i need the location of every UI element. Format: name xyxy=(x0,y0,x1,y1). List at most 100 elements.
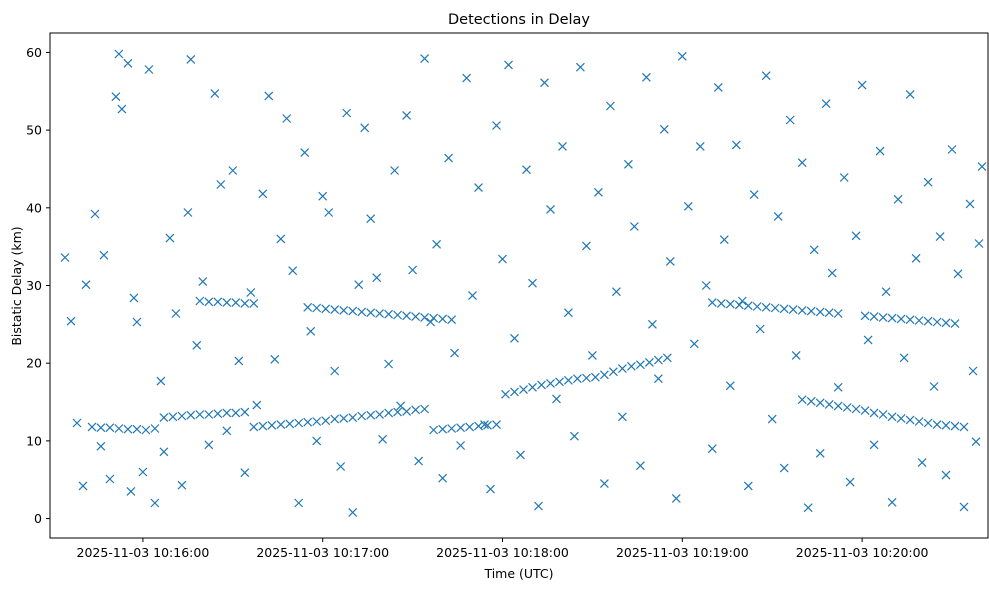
data-point xyxy=(887,313,897,323)
data-point xyxy=(156,376,166,386)
x-tick-label: 2025-11-03 10:20:00 xyxy=(796,545,929,560)
data-point xyxy=(303,417,313,427)
data-point xyxy=(824,399,834,409)
data-point xyxy=(797,305,807,315)
data-point xyxy=(842,403,852,412)
data-point xyxy=(878,410,888,419)
data-point xyxy=(797,395,807,405)
data-point xyxy=(480,420,489,430)
data-point xyxy=(860,406,870,416)
data-point xyxy=(306,326,316,336)
x-tick-label: 2025-11-03 10:17:00 xyxy=(256,545,389,560)
data-point xyxy=(258,421,268,431)
data-point xyxy=(216,180,226,189)
data-point xyxy=(492,420,501,430)
data-point xyxy=(815,398,825,408)
data-point xyxy=(869,440,879,450)
data-point xyxy=(339,305,349,315)
data-point xyxy=(528,382,537,392)
data-point xyxy=(375,309,385,318)
data-point xyxy=(647,319,657,329)
data-point xyxy=(438,424,448,434)
data-point xyxy=(393,310,403,320)
data-point xyxy=(605,101,615,111)
data-point xyxy=(195,296,205,306)
data-point xyxy=(743,301,753,311)
data-point xyxy=(635,461,645,471)
data-point xyxy=(267,420,277,430)
data-point xyxy=(420,54,430,64)
data-point xyxy=(186,410,196,420)
data-point xyxy=(165,233,175,243)
data-point xyxy=(887,412,897,422)
data-point xyxy=(959,422,969,432)
data-point xyxy=(270,354,280,364)
data-point xyxy=(375,410,385,419)
data-point xyxy=(797,158,807,168)
x-axis-label: Time (UTC) xyxy=(483,566,553,581)
data-point xyxy=(546,378,555,388)
data-point xyxy=(498,254,507,264)
data-point xyxy=(123,424,133,434)
data-point xyxy=(213,297,223,307)
data-point xyxy=(896,413,906,423)
data-point xyxy=(563,308,573,318)
data-point xyxy=(662,353,672,363)
y-tick-label: 60 xyxy=(26,45,42,60)
data-point xyxy=(743,481,753,491)
data-point xyxy=(150,498,160,508)
data-point xyxy=(159,413,169,423)
data-point xyxy=(806,396,816,406)
data-point xyxy=(555,377,564,387)
data-point xyxy=(384,408,394,418)
data-point xyxy=(725,299,735,309)
data-point xyxy=(411,405,421,415)
data-point xyxy=(917,458,927,468)
data-point xyxy=(411,312,421,322)
data-point xyxy=(785,115,795,125)
y-axis-label: Bistatic Delay (km) xyxy=(9,226,24,345)
data-point xyxy=(420,312,430,322)
data-point xyxy=(803,503,813,513)
data-point xyxy=(581,373,591,383)
data-point xyxy=(558,141,567,151)
data-point xyxy=(339,413,349,423)
data-point xyxy=(474,183,483,193)
data-point xyxy=(806,306,816,316)
data-point xyxy=(821,99,831,109)
data-point xyxy=(815,307,825,317)
data-point xyxy=(348,413,358,423)
data-point xyxy=(809,245,819,255)
data-point xyxy=(623,159,633,169)
data-point xyxy=(357,411,367,421)
data-point xyxy=(731,140,741,150)
data-point xyxy=(749,190,759,200)
data-point xyxy=(707,298,717,308)
data-point xyxy=(617,364,627,374)
data-point xyxy=(899,353,909,363)
data-point xyxy=(60,253,70,262)
data-point xyxy=(447,424,457,433)
data-point xyxy=(659,124,669,134)
data-point xyxy=(390,166,400,175)
data-point xyxy=(770,303,780,313)
data-point xyxy=(384,309,394,319)
data-point xyxy=(132,424,142,434)
data-point xyxy=(99,250,109,260)
y-tick-label: 20 xyxy=(26,356,42,371)
data-point xyxy=(264,91,274,101)
data-point xyxy=(312,303,322,313)
data-point xyxy=(492,121,501,130)
data-point xyxy=(249,422,259,432)
data-point xyxy=(252,400,262,410)
data-point xyxy=(713,82,723,92)
data-point xyxy=(414,456,424,466)
data-point xyxy=(132,317,142,327)
data-point xyxy=(360,123,370,133)
data-point xyxy=(444,153,454,163)
data-point xyxy=(689,339,699,349)
data-point xyxy=(540,78,549,88)
data-point xyxy=(587,350,597,360)
y-tick-label: 30 xyxy=(26,278,42,293)
